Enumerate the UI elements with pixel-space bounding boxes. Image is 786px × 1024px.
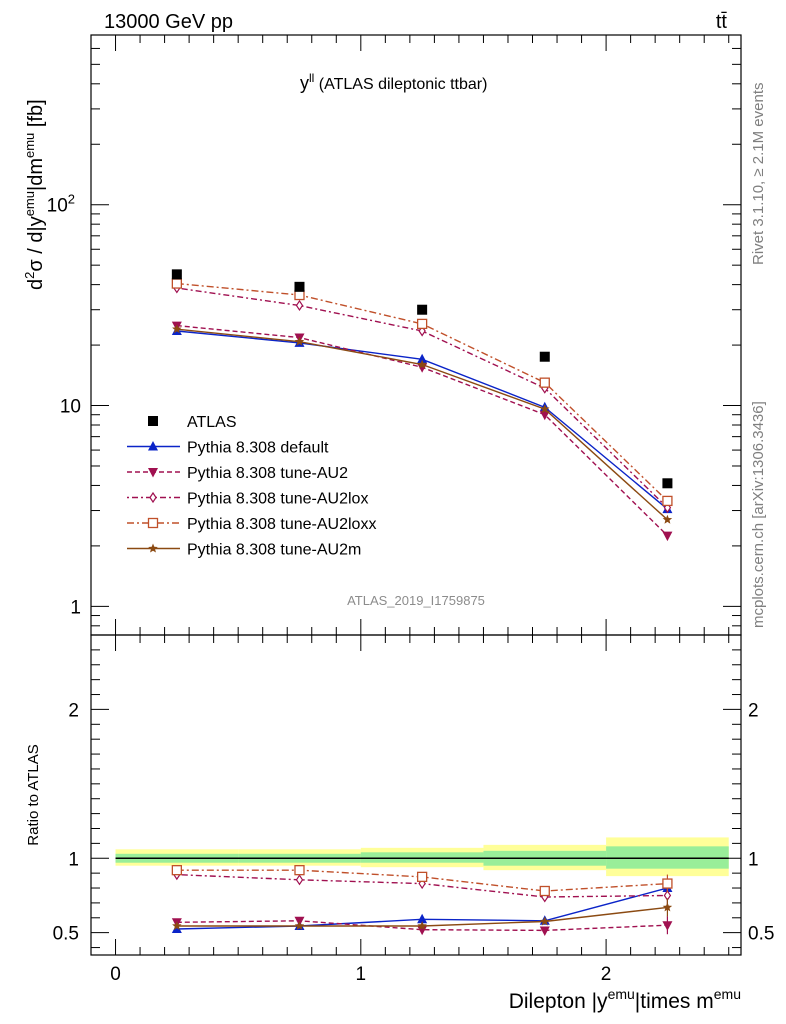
ratio-point-1 (417, 925, 428, 936)
lower-axis-ticks (91, 635, 741, 955)
ratio-point-1 (539, 926, 550, 936)
x-tick-label: 0 (110, 964, 121, 985)
upper-y-tick-label: 102 (47, 192, 75, 217)
ratio-point-3 (171, 865, 182, 876)
series-point-0 (417, 353, 428, 364)
data-point (417, 304, 428, 315)
series-point-3 (171, 278, 182, 289)
series-point-1 (662, 531, 673, 542)
x-tick-labels: 0 1 2 (110, 964, 611, 985)
ratio-point-4 (172, 920, 182, 931)
data-point (294, 281, 305, 292)
lower-y-tick-label: 0.5 (53, 924, 79, 945)
data-point (662, 478, 673, 489)
ratio-point-3 (539, 885, 550, 897)
ratio-point-0 (417, 913, 428, 924)
upper-series-layer (171, 278, 673, 542)
legend-label: Pythia 8.308 tune-AU2lox (187, 491, 368, 508)
lower-y-tick-label-right: 1 (748, 849, 759, 870)
x-tick-label: 1 (356, 964, 367, 985)
upper-y-tick-label: 10 (60, 397, 81, 418)
series-point-3 (416, 318, 428, 330)
legend-label: Pythia 8.308 tune-AU2 (187, 465, 348, 482)
data-point (539, 351, 550, 362)
lower-y-tick-label: 2 (68, 700, 79, 721)
analysis-id-label: ATLAS_2019_I1759875 (347, 593, 485, 608)
legend-marker (148, 468, 158, 478)
lower-y-tick-label: 1 (68, 849, 79, 870)
legend-label: ATLAS (187, 414, 237, 431)
ratio-point-0 (171, 923, 182, 933)
lower-y-tick-label-right: 0.5 (748, 924, 774, 945)
upper-y-axis-label: d2σ / d|yemu|dmemu [fb] (22, 99, 47, 290)
ratio-point-4 (540, 916, 550, 926)
series-point-2 (295, 299, 304, 312)
x-axis-label: Dilepton |yemu|times memu (509, 986, 741, 1013)
upper-axis-ticks (91, 34, 741, 635)
ratio-point-3 (294, 865, 305, 876)
ratio-line-1 (176, 920, 668, 932)
collision-label: 13000 GeV pp (104, 11, 233, 33)
ratio-point-2 (295, 874, 304, 886)
series-line-2 (176, 287, 668, 509)
upper-y-tick-label: 1 (70, 597, 81, 618)
ratio-point-4 (417, 920, 427, 931)
ratio-point-4 (294, 920, 305, 931)
series-point-4 (172, 324, 182, 334)
legend-label: Pythia 8.308 tune-AU2loxx (187, 516, 376, 533)
series-point-1 (539, 410, 550, 421)
series-point-3 (294, 289, 305, 301)
lower-y-tick-label-right: 2 (748, 700, 759, 721)
legend-label: Pythia 8.308 default (187, 440, 329, 457)
series-point-4 (417, 359, 427, 369)
series-point-3 (539, 377, 550, 388)
ratio-point-4 (662, 902, 673, 912)
mcplots-label: mcplots.cern.ch [arXiv:1306.3436] (750, 401, 767, 628)
x-tick-label: 2 (601, 964, 612, 985)
title-main: y (300, 73, 309, 93)
series-point-4 (662, 514, 673, 524)
process-label: tt̄ (716, 11, 728, 33)
ratio-point-3 (416, 871, 428, 883)
ratio-point-1 (662, 921, 673, 931)
legend-label: Pythia 8.308 tune-AU2m (187, 542, 361, 559)
rivet-version-label: Rivet 3.1.10, ≥ 2.1M events (750, 83, 767, 266)
legend-marker (147, 517, 159, 529)
lower-y-tick-labels: 0.5 0.5 1 1 2 2 (53, 700, 775, 944)
legend-marker (148, 543, 158, 553)
series-point-3 (662, 495, 673, 507)
chart-title: yll (ATLAS dileptonic ttbar) (300, 71, 487, 93)
legend-marker (148, 416, 158, 426)
legend-marker (149, 491, 157, 504)
legend: ATLAS Pythia 8.308 default Pythia 8.308 tu… (127, 414, 376, 559)
ratio-series-layer (171, 865, 673, 936)
series-point-4 (294, 336, 305, 346)
upper-y-tick-labels: 1 10 102 (47, 192, 81, 619)
series-point-4 (540, 404, 550, 414)
title-sup: ll (309, 71, 314, 85)
data-points-layer (171, 269, 673, 489)
data-point (171, 269, 182, 280)
legend-marker (148, 441, 158, 451)
lower-y-axis-label: Ratio to ATLAS (25, 744, 42, 845)
lower-plot-frame (90, 634, 742, 956)
ratio-point-3 (662, 878, 673, 889)
title-rest: (ATLAS dileptonic ttbar) (314, 76, 487, 93)
uncertainty-bands (115, 837, 729, 877)
